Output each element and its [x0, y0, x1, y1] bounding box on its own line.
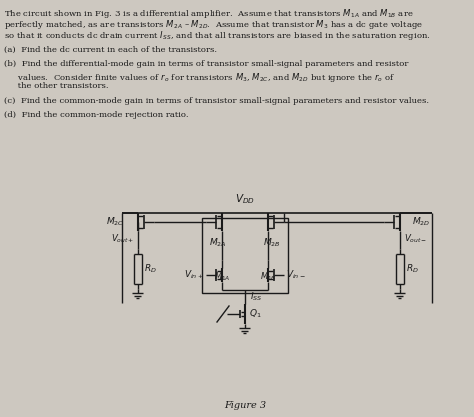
Text: The circuit shown in Fig. 3 is a differential amplifier.  Assume that transistor: The circuit shown in Fig. 3 is a differe… [4, 7, 414, 20]
Text: $M_{2B}$: $M_{2B}$ [263, 236, 281, 249]
Text: values.  Consider finite values of $r_o$ for transistors $M_3$, $M_{2C}$, and $M: values. Consider finite values of $r_o$ … [4, 71, 395, 84]
Text: (b)  Find the differential-mode gain in terms of transistor small-signal paramet: (b) Find the differential-mode gain in t… [4, 60, 409, 68]
Text: $I_{SS}$: $I_{SS}$ [250, 291, 263, 303]
Text: so that it conducts dc drain current $I_{SS}$, and that all transistors are bias: so that it conducts dc drain current $I_… [4, 29, 430, 42]
Text: $V_{out+}$: $V_{out+}$ [110, 233, 134, 245]
Text: $V_{in+}$: $V_{in+}$ [184, 269, 204, 281]
Text: $M_{2C}$: $M_{2C}$ [106, 216, 124, 228]
Text: $M_{1B}$: $M_{1B}$ [260, 271, 276, 283]
Text: $R_D$: $R_D$ [406, 263, 419, 275]
Text: $V_{in-}$: $V_{in-}$ [286, 269, 306, 281]
Text: the other transistors.: the other transistors. [4, 82, 109, 90]
Text: $M_{1A}$: $M_{1A}$ [214, 271, 230, 283]
Text: $V_{DD}$: $V_{DD}$ [235, 192, 255, 206]
Text: $Q_1$: $Q_1$ [249, 308, 262, 320]
Text: (d)  Find the common-mode rejection ratio.: (d) Find the common-mode rejection ratio… [4, 111, 189, 119]
Text: Figure 3: Figure 3 [224, 401, 266, 410]
Text: $M_{2D}$: $M_{2D}$ [412, 216, 430, 228]
Text: $R_D$: $R_D$ [144, 263, 157, 275]
Text: $V_{out-}$: $V_{out-}$ [404, 233, 428, 245]
Text: (a)  Find the dc current in each of the transistors.: (a) Find the dc current in each of the t… [4, 46, 217, 54]
Text: $M_{2A}$: $M_{2A}$ [209, 236, 227, 249]
Text: (c)  Find the common-mode gain in terms of transistor small-signal parameters an: (c) Find the common-mode gain in terms o… [4, 97, 429, 105]
Text: perfectly matched, as are transistors $M_{2A}$ – $M_{2D}$.  Assume that transist: perfectly matched, as are transistors $M… [4, 18, 423, 31]
